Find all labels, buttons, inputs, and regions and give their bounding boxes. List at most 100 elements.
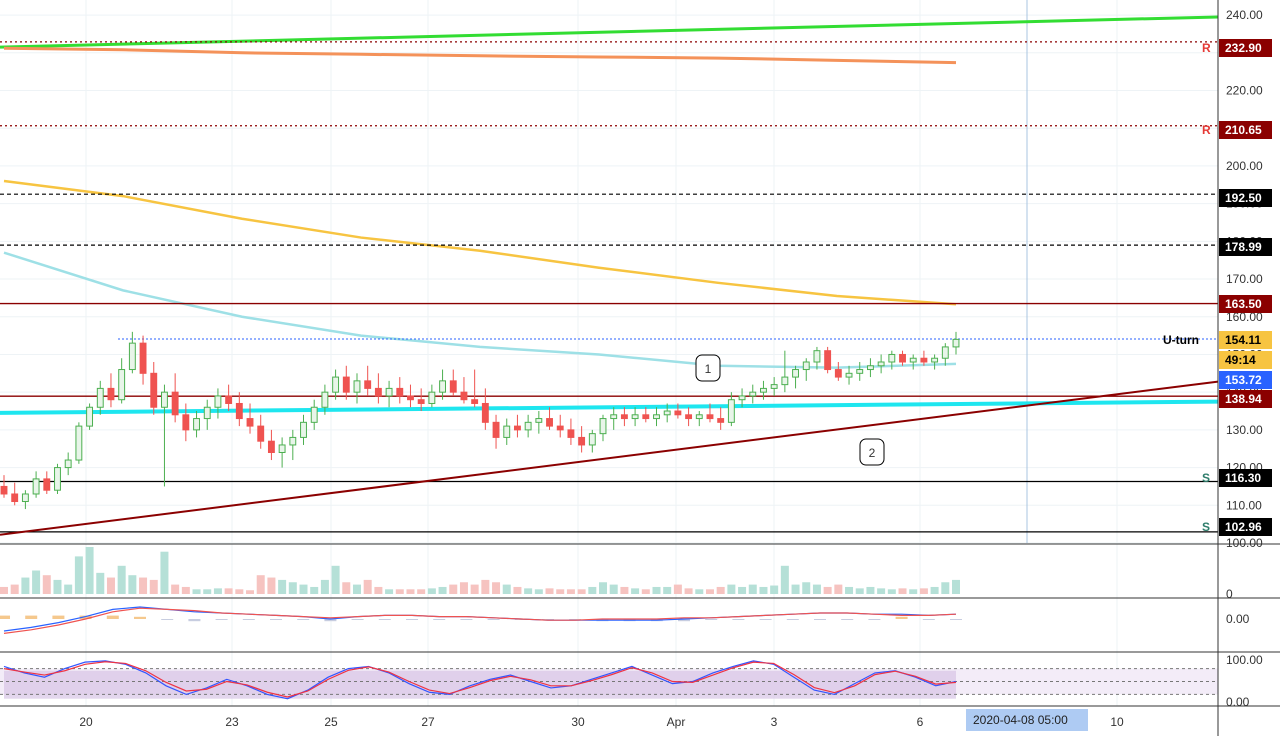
volume-bar xyxy=(342,582,351,594)
candle-body xyxy=(952,338,960,348)
volume-bar xyxy=(267,577,276,594)
volume-bar xyxy=(96,572,105,594)
volume-bar xyxy=(513,586,522,594)
macd-histogram-bar xyxy=(759,619,772,620)
price-tick-label: 220.00 xyxy=(1226,84,1263,98)
price-tag-label: 153.72 xyxy=(1225,373,1262,387)
time-tick-label: 30 xyxy=(571,715,585,729)
volume-bar xyxy=(941,582,950,594)
macd-histogram-bar xyxy=(542,619,554,620)
candle-body xyxy=(695,414,703,420)
volume-bar xyxy=(620,586,629,594)
level-prefix: R xyxy=(1202,123,1211,137)
candle-body xyxy=(342,376,350,393)
candle-body xyxy=(781,376,789,386)
annotations: 12 xyxy=(695,354,885,466)
volume-bar xyxy=(599,582,608,594)
macd-zero-label: 0.00 xyxy=(1226,612,1250,626)
callout-box xyxy=(695,354,721,382)
volume-bar xyxy=(224,588,233,594)
candle-body xyxy=(161,391,168,408)
stoch-k-line xyxy=(3,660,957,700)
volume-bar xyxy=(909,589,918,594)
macd-histogram-bar xyxy=(0,615,10,619)
volume-bar xyxy=(673,584,682,594)
volume-bar xyxy=(331,565,340,594)
candle-body xyxy=(792,369,799,378)
volume-bar xyxy=(385,589,394,594)
price-tag-label: 163.50 xyxy=(1225,297,1262,311)
cyan-support-line xyxy=(0,399,1219,415)
candle-body xyxy=(374,387,382,397)
macd-histogram-bar xyxy=(134,616,146,619)
volume-bar xyxy=(203,589,212,594)
time-tick-label: 20 xyxy=(79,715,93,729)
price-tag-label: 192.50 xyxy=(1225,191,1262,205)
candle-body xyxy=(749,391,757,397)
rising-trendline xyxy=(0,380,1219,536)
candle-body xyxy=(620,414,628,420)
candle-body xyxy=(834,369,842,378)
price-tick-label: 160.00 xyxy=(1226,310,1263,324)
candle-body xyxy=(278,444,286,454)
macd-histogram-bar xyxy=(52,615,65,619)
price-tag-label: 116.30 xyxy=(1225,471,1261,485)
volume-bar xyxy=(117,565,126,594)
macd-histogram-bar xyxy=(161,619,174,620)
candle-body xyxy=(396,387,404,397)
price-tag xyxy=(1219,39,1272,57)
level-prefix: R xyxy=(1202,41,1211,55)
volume-bar xyxy=(352,584,361,594)
volume-bar xyxy=(791,584,800,594)
volume-bar xyxy=(845,586,854,594)
macd-histogram-bar xyxy=(79,615,92,619)
time-tick-label: 27 xyxy=(421,715,435,729)
candle-body xyxy=(385,387,393,397)
price-tag-label: 210.65 xyxy=(1225,123,1262,137)
volume-bar xyxy=(181,586,190,594)
candle-body xyxy=(407,395,414,401)
time-tick-label: 23 xyxy=(225,715,239,729)
level-lines xyxy=(0,41,1219,536)
price-tick-label: 100.00 xyxy=(1226,536,1263,550)
candle-body xyxy=(310,406,318,423)
candle-body xyxy=(11,493,19,503)
volume-bar xyxy=(171,584,180,594)
macd-histogram-bar xyxy=(895,616,908,619)
volume-bar xyxy=(213,588,222,594)
volume-bar xyxy=(780,565,789,594)
price-tag xyxy=(1219,351,1272,369)
candle-body xyxy=(610,414,618,420)
volume-bar xyxy=(502,584,511,594)
macd-histogram-bar xyxy=(868,619,881,620)
volume-bar xyxy=(748,584,757,594)
candle-body xyxy=(663,410,671,416)
volume-bar xyxy=(53,579,62,594)
price-tag-label: 178.99 xyxy=(1225,240,1262,254)
signal-line xyxy=(3,607,957,634)
volume-bar xyxy=(288,582,297,594)
volume-bar xyxy=(609,584,618,594)
macd-histogram-bar xyxy=(25,615,38,619)
candle-body xyxy=(524,421,532,431)
volume-bar xyxy=(459,582,468,594)
candle-body xyxy=(567,429,575,438)
candle-body xyxy=(631,414,639,420)
volume-bar xyxy=(695,589,704,594)
volume-bar xyxy=(481,579,490,594)
volume-bar xyxy=(866,586,875,594)
volume-bar xyxy=(42,575,51,594)
candle-body xyxy=(513,425,521,431)
volume-bar xyxy=(887,589,896,594)
volume-bar xyxy=(631,588,640,594)
candle-body xyxy=(267,440,275,453)
volume-zero-label: 0 xyxy=(1226,587,1233,601)
volume-bar xyxy=(64,584,73,594)
candle-body xyxy=(139,342,147,374)
candle-body xyxy=(428,391,436,404)
time-tick-label: Apr xyxy=(667,715,686,729)
volume-bar xyxy=(235,589,244,594)
volume-bar xyxy=(684,588,693,594)
volume-bar xyxy=(395,589,404,594)
